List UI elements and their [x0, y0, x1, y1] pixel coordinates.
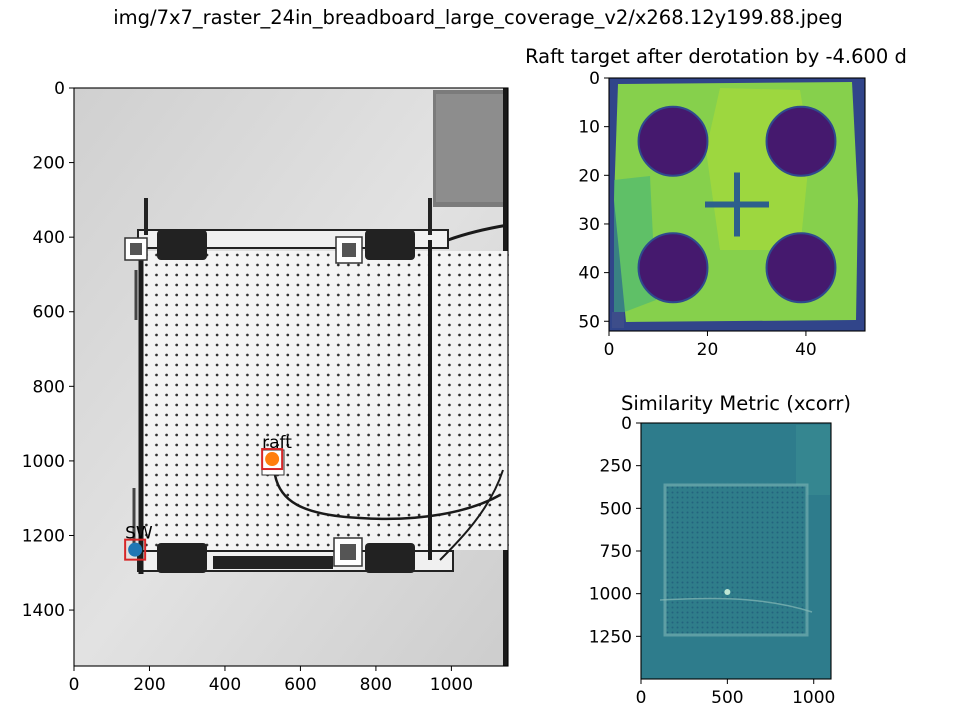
p1-y-tick-label: 400: [33, 228, 65, 248]
cable-carriage: [273, 474, 501, 521]
annotation-marker-raft: [265, 452, 280, 467]
p1-y-tick-label: 1200: [22, 526, 65, 546]
p2-y-tick-label: 10: [578, 118, 600, 138]
p3-y-tick-label: 1250: [589, 627, 632, 647]
xcorr-image: [641, 423, 831, 679]
raft-target-corner: [612, 312, 624, 328]
motor-bottom-right: [365, 543, 415, 573]
p1-x-tick-label: 600: [284, 675, 316, 695]
xcorr-frame-edge: [663, 483, 809, 637]
cable-bottom-right: [439, 469, 504, 561]
p1-x-tick-label: 1000: [430, 675, 473, 695]
p2-y-tick-label: 50: [578, 312, 600, 332]
xcorr-title: Similarity Metric (xcorr): [621, 392, 851, 415]
p1-x-tick-label: 400: [209, 675, 241, 695]
fiducial-top-center-inner: [342, 243, 356, 257]
p3-x-tick-label: 500: [711, 688, 743, 708]
xcorr-x-ticks: 0 500 1000: [636, 679, 835, 708]
p2-y-tick-label: 0: [589, 69, 600, 89]
cable-top-right: [447, 223, 509, 242]
motor-top-right: [365, 230, 415, 260]
photo-annotations: raft SW: [124, 433, 292, 561]
fiducial-bottom-center-inner: [340, 544, 356, 560]
p3-y-tick-label: 500: [600, 499, 632, 519]
annotation-box-raft: [261, 448, 284, 471]
p1-x-tick-label: 800: [360, 675, 392, 695]
annotation-box-SW: [124, 538, 147, 561]
raft-target-image: [609, 78, 865, 331]
annotation-marker-SW: [128, 542, 143, 557]
p3-y-tick-label: 250: [600, 457, 632, 477]
motor-bottom-left: [157, 543, 207, 573]
bottom-rail-slot: [213, 556, 333, 569]
photo-wall-picture-inner: [436, 94, 504, 202]
photo-y-ticks: 0 200 400 600 800 1000 1200 1400: [22, 79, 74, 621]
p1-y-tick-label: 1400: [22, 601, 65, 621]
p3-x-tick-label: 1000: [792, 688, 835, 708]
raft-target-circles: [637, 105, 837, 304]
p1-x-tick-label: 0: [69, 675, 80, 695]
p3-y-tick-label: 750: [600, 542, 632, 562]
p2-x-tick-label: 20: [697, 340, 719, 360]
motor-top-left: [157, 230, 207, 260]
raft-target-axes-frame: [608, 77, 866, 332]
xcorr-upper-right-band: [796, 425, 830, 495]
p1-y-tick-label: 1000: [22, 452, 65, 472]
p1-y-tick-label: 200: [33, 154, 65, 174]
xcorr-grid-region: [665, 485, 807, 635]
photo-x-ticks: 0 200 400 600 800 1000: [69, 666, 473, 695]
target-circle-2: [765, 105, 837, 177]
target-circle-3: [637, 232, 709, 304]
p1-y-tick-label: 800: [33, 377, 65, 397]
p3-y-tick-label: 0: [621, 414, 632, 434]
p3-x-tick-label: 0: [636, 688, 647, 708]
figure-suptitle: img/7x7_raster_24in_breadboard_large_cov…: [113, 6, 843, 29]
p2-y-tick-label: 40: [578, 264, 600, 284]
p1-y-tick-label: 0: [54, 79, 65, 99]
annotation-label-raft: raft: [262, 433, 292, 453]
target-circle-1: [637, 105, 709, 177]
raft-target-title: Raft target after derotation by -4.600 d: [525, 45, 907, 68]
fiducial-top-left-inner: [130, 243, 142, 255]
xcorr-peak: [724, 588, 731, 595]
xcorr-peak-marker: [724, 588, 731, 595]
xcorr-y-ticks: 0 250 500 750 1000 1250: [589, 414, 641, 647]
p3-y-tick-label: 1000: [589, 585, 632, 605]
p1-x-tick-label: 200: [133, 675, 165, 695]
photo-axes-frame: [73, 87, 509, 667]
photo-panel: [74, 88, 509, 666]
target-circle-4: [765, 232, 837, 304]
p2-y-tick-label: 30: [578, 215, 600, 235]
raft-target-y-ticks: 0 10 20 30 40 50: [578, 69, 609, 332]
annotation-label-SW: SW: [125, 524, 153, 544]
xcorr-cable-trace: [659, 597, 813, 613]
p2-x-tick-label: 40: [795, 340, 817, 360]
p2-y-tick-label: 20: [578, 166, 600, 186]
raft-target-crosshair: [705, 172, 769, 237]
p2-x-tick-label: 0: [604, 340, 615, 360]
breadboard-holes: [141, 251, 509, 550]
p1-y-tick-label: 600: [33, 303, 65, 323]
raft-target-x-ticks: 0 20 40: [604, 331, 817, 360]
